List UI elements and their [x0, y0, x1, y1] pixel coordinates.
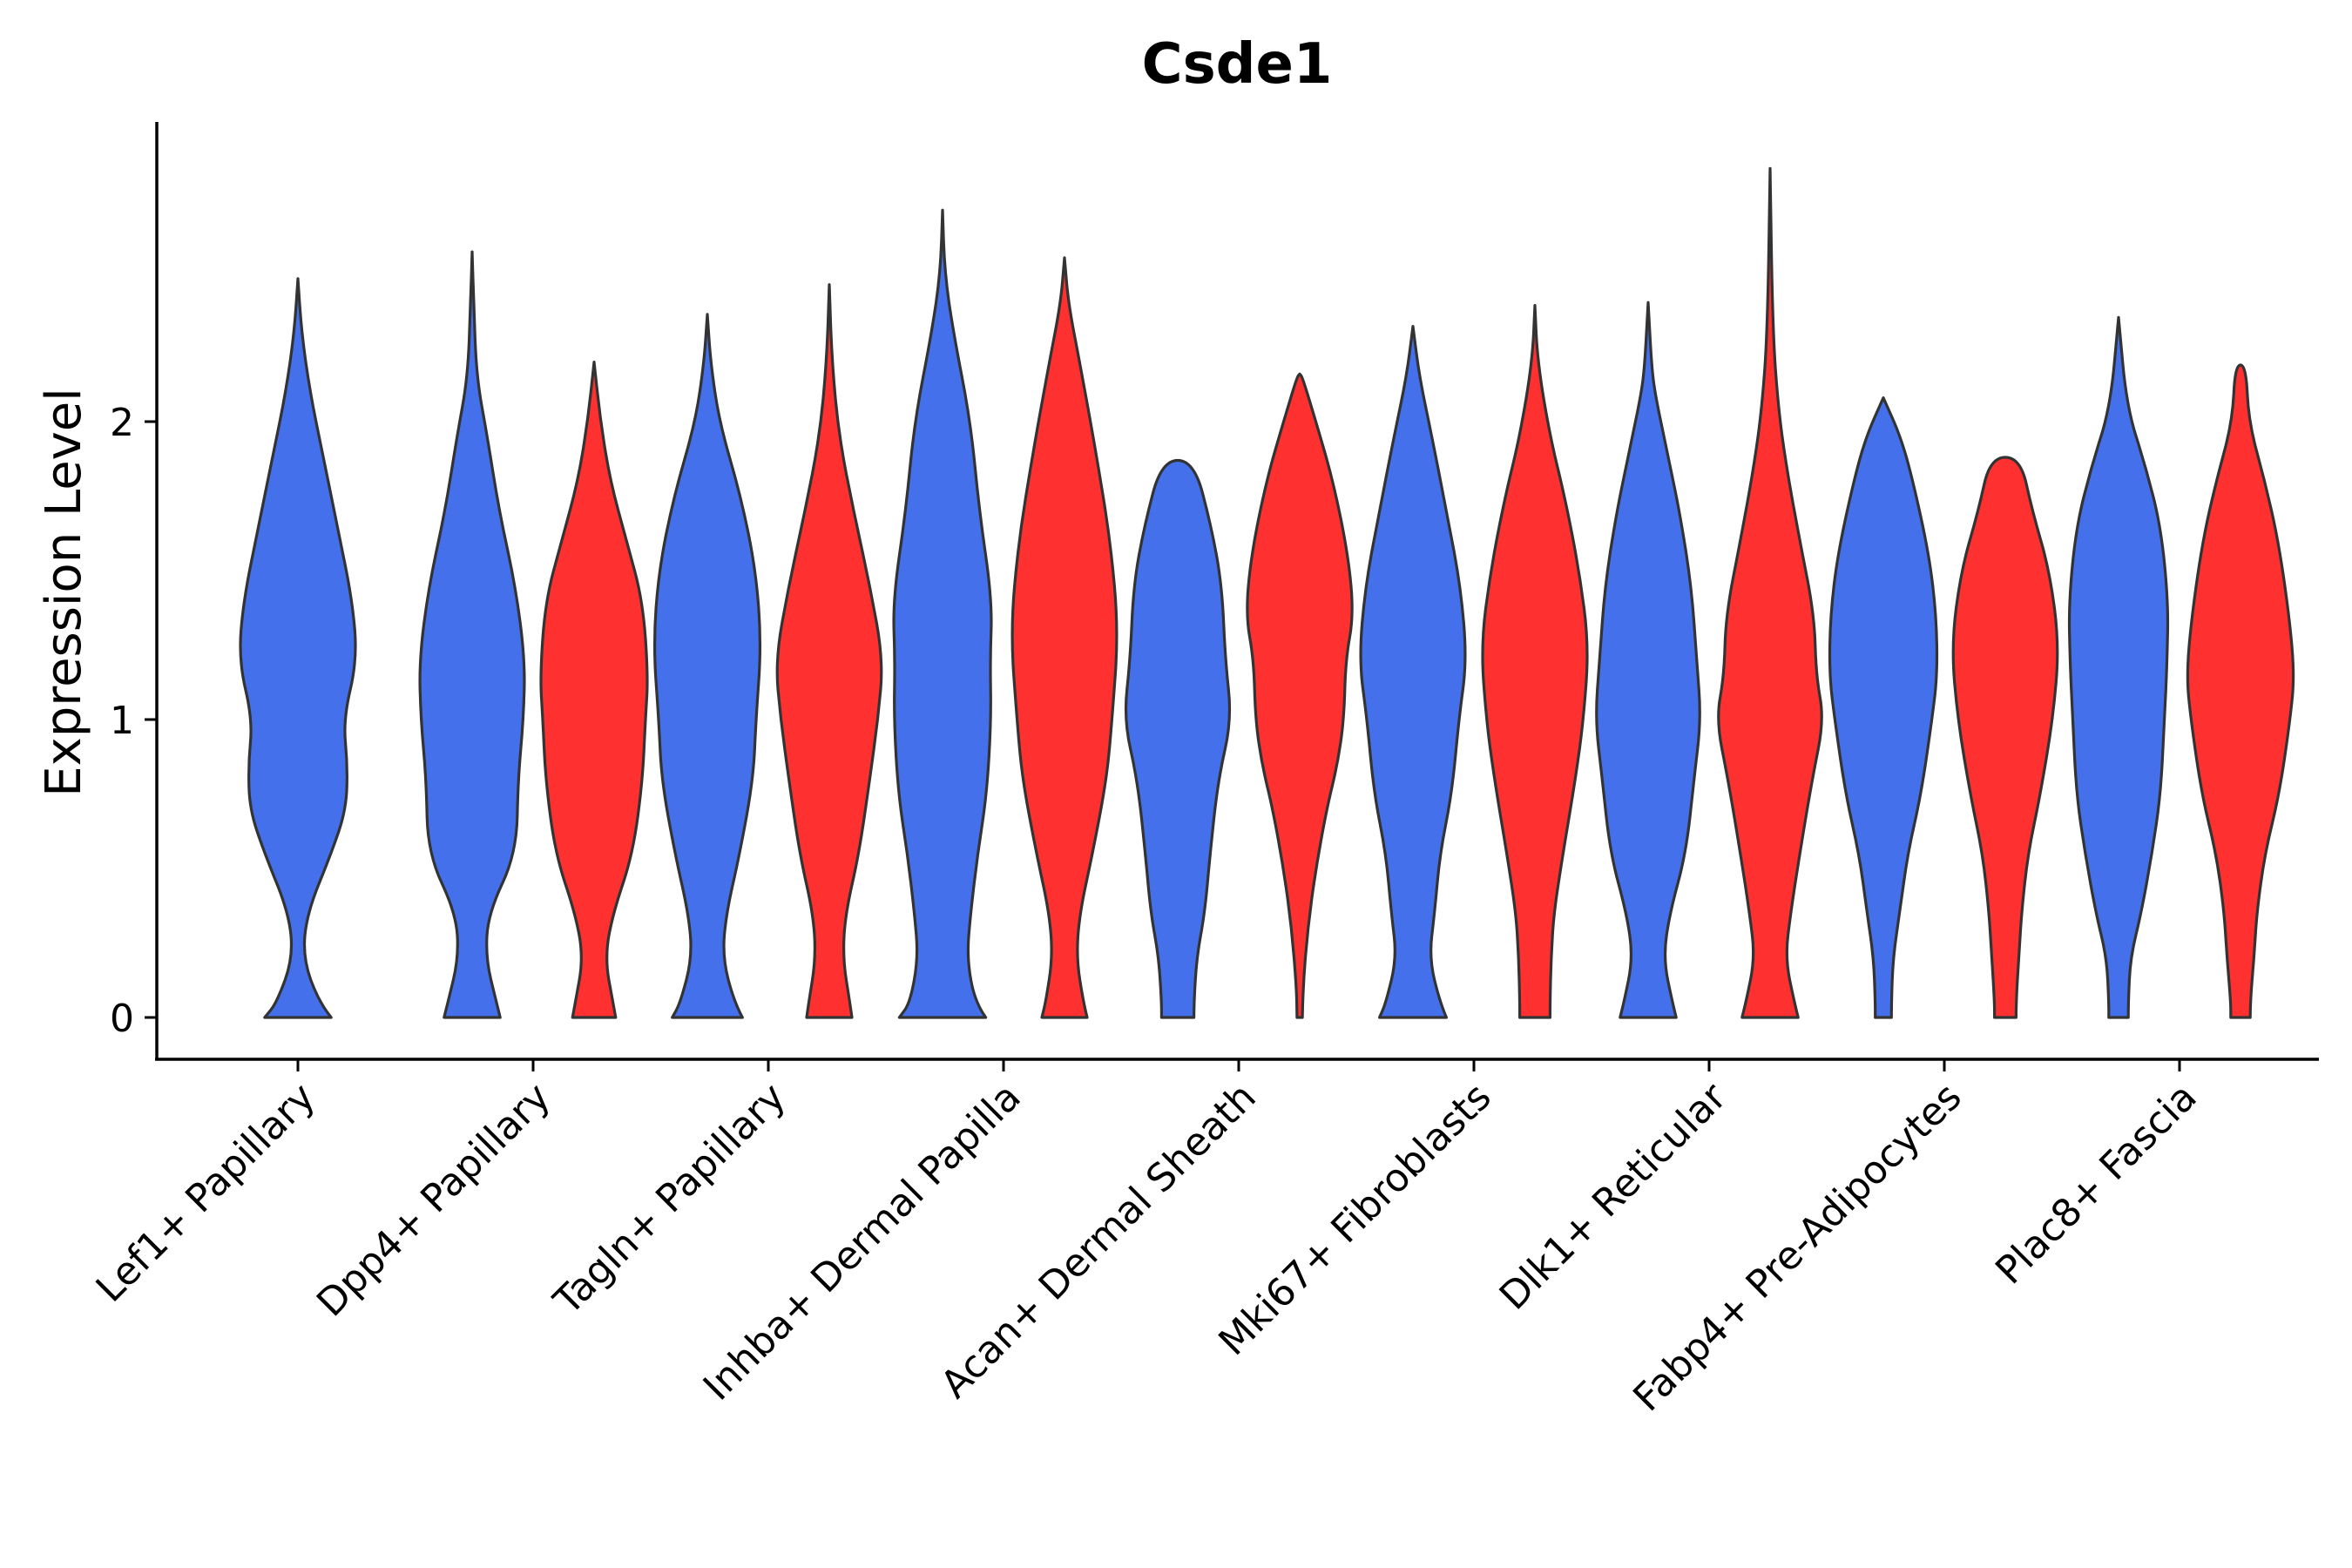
violin-red [1010, 256, 1119, 1019]
violin-blue [2067, 315, 2170, 1019]
y-axis-label: Expression Level [36, 388, 92, 797]
y-tick-label: 1 [110, 699, 134, 743]
violin-red [2186, 363, 2295, 1019]
y-ticks: 0 1 2 [110, 401, 157, 1041]
violin-red [1481, 304, 1589, 1019]
violin-blue [1124, 458, 1232, 1019]
x-tick-label: Dlk1+ Reticular [1491, 1074, 1736, 1319]
violin-blue [1828, 396, 1939, 1019]
violin-red [1717, 166, 1823, 1019]
violin-red [1246, 372, 1354, 1019]
violin-red [539, 361, 649, 1019]
y-tick-label: 0 [110, 997, 134, 1041]
violin-blue [652, 313, 762, 1019]
violin-blue [1595, 301, 1701, 1019]
violin-blue [418, 250, 526, 1019]
violins-layer [239, 166, 2295, 1019]
x-tick-label: Tagln+ Papillary [545, 1075, 794, 1324]
violin-red [1951, 456, 2059, 1019]
x-tick-label: Plac8+ Fascia [1987, 1075, 2206, 1294]
x-tick-label: Lef1+ Papillary [88, 1075, 324, 1311]
x-tick-label: Mki67+ Fibroblasts [1210, 1075, 1499, 1364]
violin-blue [239, 277, 357, 1019]
y-tick-label: 2 [110, 401, 134, 445]
chart-title: Csde1 [1142, 32, 1333, 97]
violin-red [775, 283, 883, 1019]
x-tick-label: Dpp4+ Papillary [308, 1075, 559, 1326]
violin-blue [1359, 325, 1467, 1019]
violin-blue [892, 208, 993, 1019]
